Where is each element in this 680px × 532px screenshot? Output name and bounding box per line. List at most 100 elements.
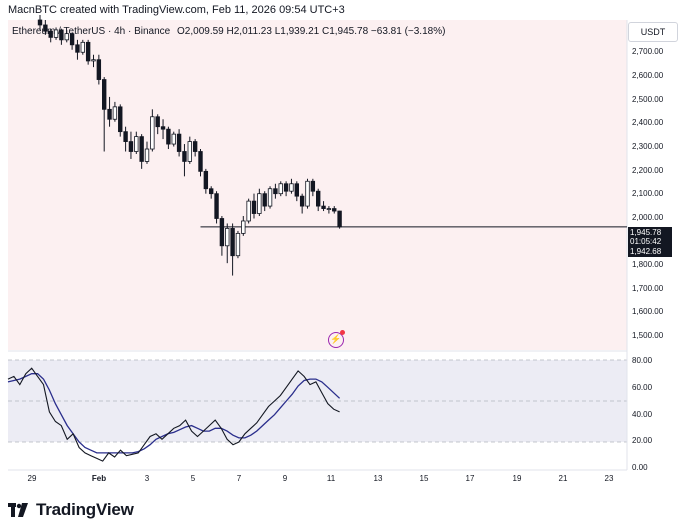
candle-body[interactable]	[53, 29, 59, 38]
candle-body[interactable]	[85, 41, 91, 62]
candle-body[interactable]	[176, 133, 182, 152]
price-tick: 1,500.00	[632, 331, 664, 340]
candle-body[interactable]	[321, 205, 326, 209]
candle-body[interactable]	[160, 126, 166, 130]
high-value: H2,011.23	[226, 26, 272, 37]
candle-body[interactable]	[69, 33, 75, 46]
candle-body[interactable]	[315, 190, 321, 207]
candle-body[interactable]	[299, 195, 305, 207]
candle-body[interactable]	[198, 151, 203, 172]
bolt-icon[interactable]: ⚡	[328, 332, 344, 348]
candle-body[interactable]	[214, 193, 219, 219]
candle-body[interactable]	[283, 183, 289, 192]
candle-body[interactable]	[219, 218, 225, 247]
price-tick: 1,700.00	[632, 284, 664, 293]
notification-dot-icon	[340, 330, 345, 335]
candle-body[interactable]	[267, 188, 273, 207]
brand-name: TradingView	[36, 500, 134, 519]
candle-body[interactable]	[139, 136, 144, 162]
candle-body[interactable]	[102, 79, 107, 110]
candle-body[interactable]	[64, 33, 69, 41]
open-value: O2,009.59	[177, 26, 224, 37]
candle-body[interactable]	[118, 106, 123, 133]
time-tick: Feb	[91, 474, 107, 483]
time-tick: 29	[27, 474, 37, 483]
time-tick: 11	[326, 474, 336, 483]
candle-body[interactable]	[241, 220, 246, 234]
candle-body[interactable]	[310, 180, 316, 192]
candle-body[interactable]	[294, 183, 299, 197]
oscillator-tick: 40.00	[632, 410, 653, 419]
price-tick: 2,700.00	[632, 47, 664, 56]
candle-body[interactable]	[123, 131, 128, 142]
currency-selector[interactable]: USDT	[628, 22, 678, 42]
candle-body[interactable]	[278, 183, 283, 195]
time-tick: 21	[558, 474, 568, 483]
candle-body[interactable]	[96, 59, 102, 80]
oscillator-tick: 80.00	[632, 356, 653, 365]
candle-body[interactable]	[48, 30, 53, 38]
oscillator-main-line	[7, 367, 340, 462]
candle-body[interactable]	[112, 106, 118, 120]
candle-body[interactable]	[150, 116, 155, 150]
candle-body[interactable]	[225, 228, 230, 247]
time-tick: 19	[512, 474, 522, 483]
candle-body[interactable]	[166, 128, 171, 145]
candles-group	[37, 15, 342, 276]
candle-body[interactable]	[171, 133, 176, 145]
candle-body[interactable]	[289, 183, 294, 192]
time-tick: 3	[144, 474, 150, 483]
candle-body[interactable]	[128, 141, 134, 152]
candle-body[interactable]	[134, 136, 139, 152]
candle-body[interactable]	[332, 208, 337, 212]
candle-body[interactable]	[107, 108, 112, 120]
price-tick: 2,100.00	[632, 189, 664, 198]
candle-body[interactable]	[59, 29, 64, 41]
candle-body[interactable]	[273, 188, 278, 195]
tradingview-logo-icon	[8, 503, 28, 517]
candle-body[interactable]	[203, 170, 209, 190]
symbol-legend: Ethereum / TetherUS · 4h · Binance O2,00…	[12, 26, 445, 37]
candle-body[interactable]	[75, 44, 80, 53]
price-tick: 2,400.00	[632, 118, 664, 127]
candle-body[interactable]	[155, 116, 160, 128]
candle-body[interactable]	[257, 193, 262, 214]
time-tick: 13	[373, 474, 383, 483]
price-tick: 2,200.00	[632, 166, 664, 175]
candle-body[interactable]	[91, 59, 96, 62]
candle-body[interactable]	[305, 180, 310, 207]
candle-body[interactable]	[235, 232, 241, 257]
price-tick: 2,600.00	[632, 71, 664, 80]
candle-body[interactable]	[251, 200, 257, 214]
candle-body[interactable]	[337, 210, 342, 228]
candle-body[interactable]	[246, 200, 251, 222]
candle-body[interactable]	[187, 141, 192, 162]
symbol-name[interactable]: Ethereum / TetherUS · 4h · Binance	[12, 26, 171, 37]
low-price-tag: 1,942.68	[628, 246, 672, 257]
candle-body[interactable]	[326, 208, 332, 210]
current-price-tag: 1,945.78 01:05:42	[628, 227, 672, 247]
low-value: L1,939.21	[274, 26, 320, 37]
candle-body[interactable]	[144, 148, 150, 162]
candle-body[interactable]	[182, 151, 187, 162]
brand-logo[interactable]: TradingView	[8, 500, 134, 520]
oscillator-signal-line	[7, 373, 341, 454]
price-tick: 1,600.00	[632, 307, 664, 316]
price-pane[interactable]	[8, 20, 627, 350]
oscillator-tick: 60.00	[632, 383, 653, 392]
time-tick: 9	[282, 474, 288, 483]
candle-body[interactable]	[37, 19, 43, 26]
candle-body[interactable]	[262, 193, 267, 207]
candle-body[interactable]	[192, 141, 198, 152]
candle-body[interactable]	[230, 228, 235, 257]
current-price-value: 1,945.78	[630, 228, 662, 237]
candle-body[interactable]	[43, 24, 48, 32]
price-tick: 2,000.00	[632, 213, 664, 222]
candle-body[interactable]	[208, 188, 214, 195]
price-tick: 1,800.00	[632, 260, 664, 269]
bar-countdown: 01:05:42	[630, 237, 662, 246]
candle-body[interactable]	[80, 41, 85, 53]
change-value: −63.81 (−3.18%)	[370, 26, 446, 37]
time-tick: 23	[604, 474, 614, 483]
